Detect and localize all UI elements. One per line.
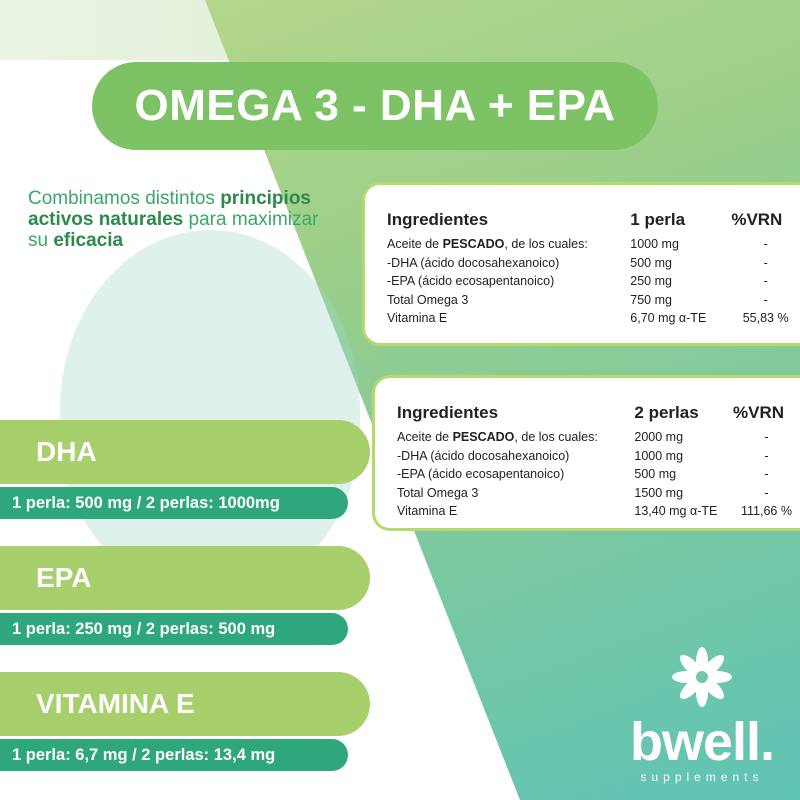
ingredient-name: -EPA (ácido ecosapentanoico): [397, 467, 565, 482]
table-row: Aceite de PESCADO, de los cuales: 1000 mg…: [387, 235, 800, 254]
logo-tagline: supplements: [640, 770, 764, 784]
column-header: %VRN: [732, 403, 784, 422]
ingredient-amount: 1000 mg: [630, 237, 679, 252]
ingredient-amount: 500 mg: [634, 467, 677, 482]
nutrition-table-2-perlas: Ingredientes 2 perlas %VRN Aceite de PESCAD…: [372, 375, 800, 531]
ingredient-vrn: -: [763, 292, 768, 307]
ingredient-name: Aceite de PESCADO, de los cuales:: [397, 430, 598, 445]
ingredient-vrn: -: [764, 467, 769, 482]
table-row: -EPA (ácido ecosapentanoico) 250 mg -: [387, 272, 800, 291]
ingredient-amount: 6,70 mg α-TE: [630, 311, 707, 326]
column-header: 2 perlas: [634, 403, 699, 422]
ingredient-amount: 1000 mg: [634, 448, 684, 463]
table-row: -DHA (ácido docosahexanoico) 1000 mg -: [397, 447, 800, 466]
table-row: Vitamina E 6,70 mg α-TE 55,83 %: [387, 309, 800, 328]
nutrient-dose-epa: 1 perla: 250 mg / 2 perlas: 500 mg: [0, 613, 348, 645]
table-header: Ingredientes 1 perla %VRN: [387, 205, 800, 235]
ingredient-name: -EPA (ácido ecosapentanoico): [387, 274, 555, 289]
page-title: OMEGA 3 - DHA + EPA: [92, 62, 658, 150]
ingredient-amount: 500 mg: [630, 255, 672, 270]
ingredient-vrn: -: [763, 255, 768, 270]
table-row: Aceite de PESCADO, de los cuales: 2000 mg…: [397, 428, 800, 447]
ingredient-vrn: -: [763, 237, 768, 252]
table-row: Total Omega 3 750 mg -: [387, 291, 800, 310]
ingredient-amount: 750 mg: [630, 292, 672, 307]
ingredient-vrn: -: [764, 448, 769, 463]
flower-icon: [672, 647, 732, 707]
column-header: Ingredientes: [387, 210, 489, 229]
column-header: Ingredientes: [397, 403, 499, 422]
column-header: %VRN: [731, 210, 783, 229]
ingredient-vrn: -: [764, 430, 769, 445]
ingredient-vrn: -: [763, 274, 768, 289]
table-header: Ingredientes 2 perlas %VRN: [397, 398, 800, 428]
nutrient-dose-dha: 1 perla: 500 mg / 2 perlas: 1000mg: [0, 487, 348, 519]
table-row: -DHA (ácido docosahexanoico) 500 mg -: [387, 254, 800, 273]
nutrient-label-vitamina-e: VITAMINA E: [0, 672, 370, 736]
ingredient-name: Vitamina E: [387, 311, 448, 326]
nutrient-label-dha: DHA: [0, 420, 370, 484]
table-row: -EPA (ácido ecosapentanoico) 500 mg -: [397, 465, 800, 484]
ingredient-vrn: 111,66 %: [741, 504, 792, 519]
ingredient-name: -DHA (ácido docosahexanoico): [397, 448, 570, 463]
ingredient-name: Total Omega 3: [387, 292, 469, 307]
intro-text: Combinamos distintos principios activos …: [28, 188, 319, 251]
decorative-shape: [60, 230, 360, 590]
table-row: Total Omega 3 1500 mg -: [397, 484, 800, 503]
nutrient-label-epa: EPA: [0, 546, 370, 610]
nutrition-table-1-perla: Ingredientes 1 perla %VRN Aceite de PESCADO…: [362, 182, 800, 346]
ingredient-name: Vitamina E: [397, 504, 458, 519]
ingredient-amount: 2000 mg: [634, 430, 684, 445]
ingredient-amount: 250 mg: [630, 274, 672, 289]
ingredient-amount: 1500 mg: [634, 485, 684, 500]
table-row: Vitamina E 13,40 mg α-TE 111,66 %: [397, 502, 800, 521]
ingredient-vrn: 55,83 %: [742, 311, 789, 326]
nutrient-dose-vitamina-e: 1 perla: 6,7 mg / 2 perlas: 13,4 mg: [0, 739, 348, 771]
ingredient-name: Aceite de PESCADO, de los cuales:: [387, 237, 588, 252]
brand-logo: bwell. supplements: [612, 645, 792, 784]
ingredient-amount: 13,40 mg α-TE: [634, 504, 718, 519]
column-header: 1 perla: [630, 210, 686, 229]
ingredient-name: -DHA (ácido docosahexanoico): [387, 255, 560, 270]
logo-wordmark: bwell.: [629, 712, 775, 772]
ingredient-name: Total Omega 3: [397, 485, 479, 500]
ingredient-vrn: -: [764, 485, 769, 500]
